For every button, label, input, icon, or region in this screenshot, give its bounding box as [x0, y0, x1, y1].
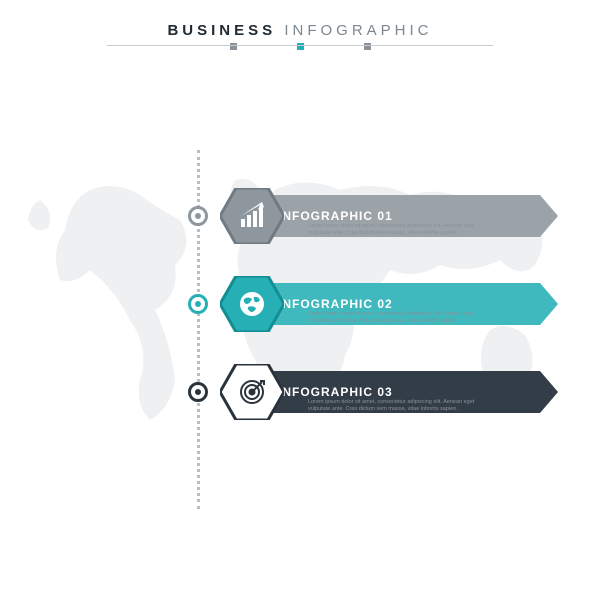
header: BUSINESS INFOGRAPHIC	[0, 22, 600, 50]
label-text-3: INFOGRAPHIC 03	[278, 385, 393, 399]
label-text-2: INFOGRAPHIC 02	[278, 297, 393, 311]
timeline-marker-3	[188, 382, 208, 402]
timeline: INFOGRAPHIC 01 Lorem ipsum dolor sit ame…	[200, 185, 540, 449]
target-icon	[238, 378, 266, 406]
label-text-1: INFOGRAPHIC 01	[278, 209, 393, 223]
page-title: BUSINESS INFOGRAPHIC	[107, 22, 492, 46]
infographic-row-1: INFOGRAPHIC 01 Lorem ipsum dolor sit ame…	[200, 185, 540, 247]
hexagon-2	[220, 276, 284, 332]
globe-icon	[238, 290, 266, 318]
infographic-row-3: INFOGRAPHIC 03 Lorem ipsum dolor sit ame…	[200, 361, 540, 423]
timeline-marker-1	[188, 206, 208, 226]
hexagon-3	[220, 364, 284, 420]
lorem-1: Lorem ipsum dolor sit amet, consectetur …	[308, 223, 493, 238]
bar-chart-arrow-icon	[238, 202, 266, 230]
infographic-row-2: INFOGRAPHIC 02 Lorem ipsum dolor sit ame…	[200, 273, 540, 335]
timeline-marker-2	[188, 294, 208, 314]
lorem-3: Lorem ipsum dolor sit amet, consectetur …	[308, 399, 493, 414]
hexagon-1	[220, 188, 284, 244]
title-word-2: INFOGRAPHIC	[284, 22, 432, 39]
title-word-1: BUSINESS	[167, 22, 276, 39]
lorem-2: Lorem ipsum dolor sit amet, consectetur …	[308, 311, 493, 326]
